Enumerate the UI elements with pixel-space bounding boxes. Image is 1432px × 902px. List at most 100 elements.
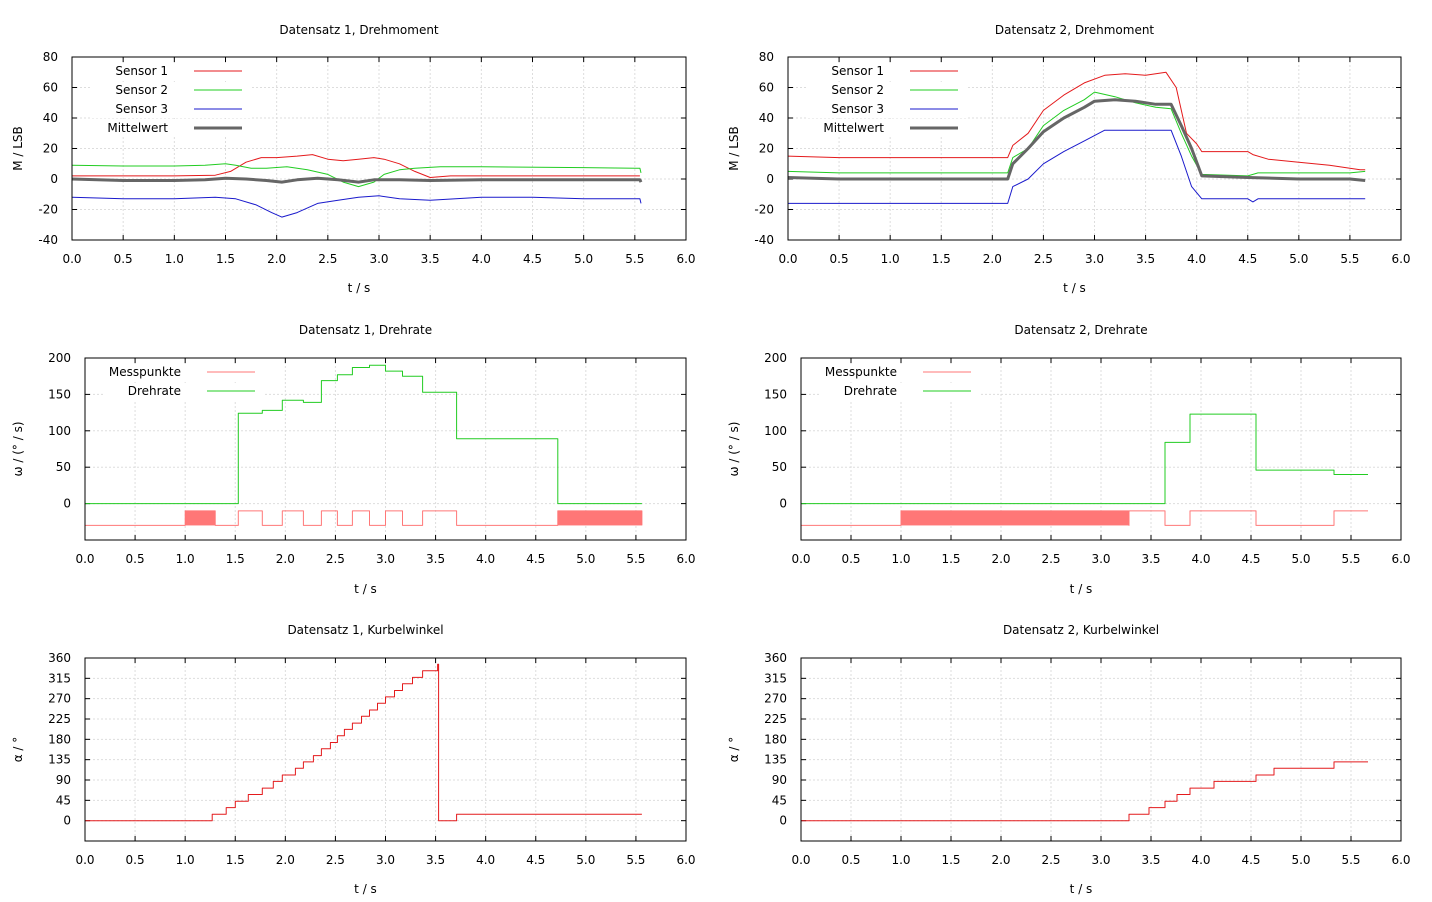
x-tick-label: 1.5	[216, 252, 235, 266]
x-tick-label: 4.5	[526, 552, 545, 566]
y-tick-label: 200	[48, 351, 71, 365]
x-tick-label: 0.0	[75, 853, 94, 867]
x-tick-label: 4.5	[1241, 552, 1260, 566]
y-tick-label: 135	[48, 753, 71, 767]
x-tick-label: 2.0	[991, 853, 1010, 867]
legend-bg	[92, 63, 252, 80]
chart-title: Datensatz 1, Drehrate	[299, 323, 432, 337]
y-tick-label: 315	[764, 671, 787, 685]
x-tick-label: 3.0	[376, 853, 395, 867]
x-tick-label: 0.5	[830, 252, 849, 266]
x-tick-label: 3.0	[1091, 853, 1110, 867]
legend-label: Mittelwert	[823, 121, 884, 135]
x-tick-label: 1.0	[176, 552, 195, 566]
plot-frame	[800, 657, 1402, 842]
chart-title: Datensatz 1, Kurbelwinkel	[287, 623, 443, 637]
x-tick-label: 0.0	[778, 252, 797, 266]
chart-panel-1: 0.0 0.5 1.0 1.5 2.0 2.5 3.0 3.5 4.0 4.5 5.0 5.5 6.0 -…	[11, 23, 696, 295]
x-tick-label: 3.0	[369, 252, 388, 266]
x-tick-label: 0.0	[62, 252, 81, 266]
x-tick-label: 4.0	[476, 552, 495, 566]
messpunkte-dense-block	[557, 510, 642, 526]
legend-bg	[808, 63, 968, 80]
x-tick-label: 0.0	[75, 552, 94, 566]
y-axis-label: ω / (° / s)	[11, 421, 25, 476]
x-axis-label: t / s	[1063, 281, 1086, 295]
y-axis-label: M / LSB	[11, 126, 25, 171]
x-tick-label: 1.0	[891, 552, 910, 566]
x-tick-label: 2.5	[1034, 252, 1053, 266]
x-tick-label: 1.0	[881, 252, 900, 266]
plot-frame	[84, 357, 687, 541]
y-tick-label: 315	[48, 671, 71, 685]
y-tick-label: 150	[48, 387, 71, 401]
x-tick-label: 1.5	[941, 853, 960, 867]
messpunkte-dense-block	[901, 510, 1129, 526]
x-tick-label: 2.0	[276, 552, 295, 566]
series-line-drehrate	[85, 364, 642, 505]
legend-label: Sensor 1	[831, 64, 884, 78]
y-tick-label: 20	[43, 142, 58, 156]
x-tick-label: 6.0	[676, 853, 695, 867]
x-tick-label: 5.0	[574, 252, 593, 266]
y-tick-label: 80	[43, 50, 58, 64]
y-tick-label: 60	[759, 81, 774, 95]
legend-bg	[92, 120, 252, 137]
x-tick-label: 1.5	[226, 552, 245, 566]
x-tick-label: 6.0	[1391, 552, 1410, 566]
series-line-angle	[801, 761, 1368, 822]
x-tick-label: 3.5	[1141, 552, 1160, 566]
x-tick-label: 0.5	[126, 552, 145, 566]
chart-title: Datensatz 2, Drehmoment	[995, 23, 1155, 37]
x-tick-label: 2.0	[991, 552, 1010, 566]
x-tick-label: 2.5	[326, 853, 345, 867]
x-tick-label: 1.0	[165, 252, 184, 266]
y-tick-label: 0	[779, 814, 787, 828]
chart-title: Datensatz 2, Kurbelwinkel	[1003, 623, 1159, 637]
y-tick-label: 225	[48, 712, 71, 726]
y-tick-label: 50	[56, 460, 71, 474]
y-tick-label: 135	[764, 753, 787, 767]
legend-label: Messpunkte	[825, 365, 897, 379]
legend-label: Mittelwert	[107, 121, 168, 135]
x-tick-label: 2.5	[1041, 853, 1060, 867]
x-tick-label: 5.5	[626, 853, 645, 867]
x-tick-label: 0.5	[841, 853, 860, 867]
x-tick-label: 3.5	[426, 853, 445, 867]
x-tick-label: 1.0	[176, 853, 195, 867]
y-tick-label: 180	[764, 732, 787, 746]
x-tick-label: 2.5	[1041, 552, 1060, 566]
chart-panel-6: 0.0 0.5 1.0 1.5 2.0 2.5 3.0 3.5 4.0 4.5 5.0 5.5 6.0 0…	[727, 623, 1411, 896]
x-tick-label: 3.5	[421, 252, 440, 266]
x-tick-label: 4.0	[1187, 252, 1206, 266]
y-axis-label: M / LSB	[727, 126, 741, 171]
plot-frame	[787, 56, 1402, 241]
legend-label: Sensor 1	[115, 64, 168, 78]
y-tick-label: 20	[759, 142, 774, 156]
x-tick-label: 5.5	[1341, 853, 1360, 867]
series-line-sensor-3	[71, 195, 642, 218]
x-tick-label: 0.5	[841, 552, 860, 566]
x-tick-label: 3.5	[1141, 853, 1160, 867]
legend-bg	[808, 120, 968, 137]
x-tick-label: 5.0	[576, 552, 595, 566]
y-tick-label: 200	[764, 351, 787, 365]
x-tick-label: 5.0	[1289, 252, 1308, 266]
x-tick-label: 1.5	[226, 853, 245, 867]
y-axis-label: ω / (° / s)	[727, 421, 741, 476]
x-tick-label: 5.0	[576, 853, 595, 867]
legend-label: Sensor 3	[831, 102, 884, 116]
series-line-sensor-2	[787, 91, 1366, 177]
x-tick-label: 6.0	[1391, 853, 1410, 867]
x-axis-label: t / s	[1070, 882, 1093, 896]
y-tick-label: 0	[63, 814, 71, 828]
y-tick-label: -40	[38, 233, 58, 247]
chart-title: Datensatz 2, Drehrate	[1014, 323, 1147, 337]
x-tick-label: 1.5	[932, 252, 951, 266]
legend-bg	[105, 383, 265, 400]
y-tick-label: 80	[759, 50, 774, 64]
x-tick-label: 5.5	[626, 552, 645, 566]
x-axis-label: t / s	[1070, 582, 1093, 596]
legend-bg	[808, 101, 968, 118]
